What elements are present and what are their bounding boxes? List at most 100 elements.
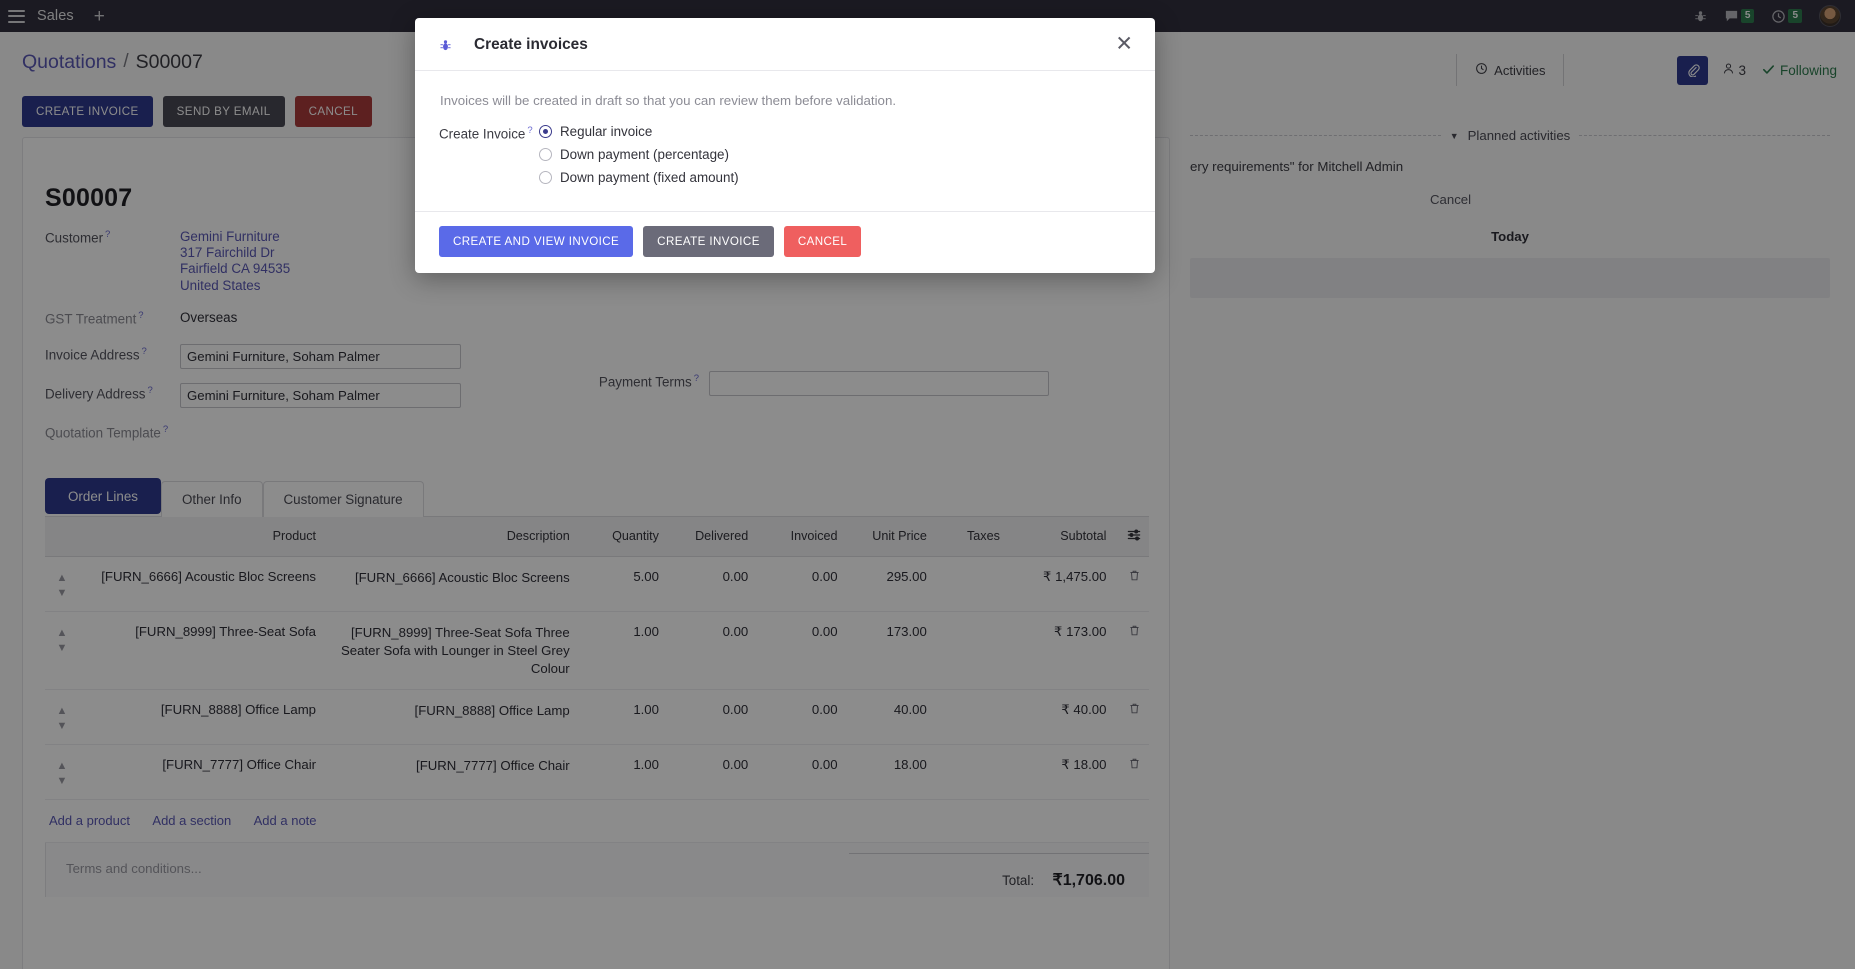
- create-invoice-button[interactable]: CREATE INVOICE: [22, 96, 153, 127]
- help-icon[interactable]: ?: [162, 423, 169, 435]
- delivery-address-input[interactable]: [180, 382, 461, 408]
- cell-unit-price[interactable]: 173.00: [845, 611, 935, 691]
- column-subtotal[interactable]: Subtotal: [1007, 516, 1115, 557]
- cell-description[interactable]: [FURN_7777] Office Chair: [324, 744, 578, 801]
- column-taxes[interactable]: Taxes: [934, 516, 1008, 557]
- cell-unit-price[interactable]: 40.00: [845, 689, 935, 746]
- cell-quantity[interactable]: 1.00: [577, 689, 667, 746]
- column-settings-icon[interactable]: [1114, 516, 1149, 557]
- table-row[interactable]: ▲ ▼ [FURN_6666] Acoustic Bloc Screens [FU…: [45, 556, 1149, 612]
- column-product[interactable]: Product: [75, 516, 325, 557]
- table-row[interactable]: ▲ ▼ [FURN_7777] Office Chair [FURN_7777] …: [45, 744, 1149, 801]
- row-delete-icon[interactable]: [1114, 744, 1149, 801]
- cell-unit-price[interactable]: 18.00: [845, 744, 935, 801]
- column-unit-price[interactable]: Unit Price: [845, 516, 935, 557]
- cell-product[interactable]: [FURN_8999] Three-Seat Sofa: [75, 611, 325, 691]
- radio-option-down-payment-percentage[interactable]: Down payment (percentage): [539, 147, 739, 162]
- user-avatar[interactable]: [1819, 5, 1841, 27]
- cell-quantity[interactable]: 5.00: [577, 556, 667, 612]
- tab-order-lines[interactable]: Order Lines: [45, 477, 161, 514]
- delivery-address-label: Delivery Address?: [45, 384, 153, 402]
- payment-terms-input[interactable]: [709, 371, 1049, 396]
- radio-option-down-payment-fixed[interactable]: Down payment (fixed amount): [539, 170, 739, 185]
- add-a-section-link[interactable]: Add a section: [152, 813, 232, 829]
- cell-taxes[interactable]: [934, 556, 1008, 612]
- activities-button[interactable]: Activities: [1456, 54, 1565, 86]
- radio-button[interactable]: [539, 148, 552, 161]
- send-by-email-button[interactable]: SEND BY EMAIL: [162, 96, 285, 127]
- cell-quantity[interactable]: 1.00: [577, 744, 667, 801]
- cell-taxes[interactable]: [934, 744, 1008, 801]
- breadcrumb-parent-link[interactable]: Quotations: [22, 50, 117, 73]
- app-name[interactable]: Sales: [37, 8, 74, 24]
- cell-quantity[interactable]: 1.00: [577, 611, 667, 691]
- column-invoiced[interactable]: Invoiced: [756, 516, 846, 557]
- cell-invoiced[interactable]: 0.00: [756, 556, 846, 612]
- customer-line[interactable]: 317 Fairchild Dr: [180, 245, 275, 261]
- cell-product[interactable]: [FURN_7777] Office Chair: [75, 744, 325, 801]
- row-drag-handle[interactable]: ▲ ▼: [45, 689, 76, 746]
- terms-and-conditions-input[interactable]: Terms and conditions...: [45, 843, 849, 898]
- cell-product[interactable]: [FURN_6666] Acoustic Bloc Screens: [75, 556, 325, 612]
- table-row[interactable]: ▲ ▼ [FURN_8999] Three-Seat Sofa [FURN_899…: [45, 611, 1149, 691]
- radio-button[interactable]: [539, 125, 552, 138]
- cell-delivered[interactable]: 0.00: [666, 689, 757, 746]
- paperclip-icon[interactable]: [1677, 55, 1709, 85]
- customer-line[interactable]: Fairfield CA 94535: [180, 261, 291, 277]
- row-delete-icon[interactable]: [1114, 556, 1149, 612]
- customer-line[interactable]: Gemini Furniture: [180, 229, 280, 244]
- cell-invoiced[interactable]: 0.00: [756, 689, 846, 746]
- cell-delivered[interactable]: 0.00: [666, 556, 757, 612]
- cell-product[interactable]: [FURN_8888] Office Lamp: [75, 689, 325, 746]
- following-button[interactable]: Following: [1762, 63, 1837, 78]
- help-icon[interactable]: ?: [105, 229, 111, 240]
- bug-icon[interactable]: [1694, 10, 1707, 23]
- cell-description[interactable]: [FURN_6666] Acoustic Bloc Screens: [324, 556, 578, 612]
- table-header-row: Product Description Quantity Delivered I…: [45, 516, 1149, 557]
- clock-icon[interactable]: 5: [1771, 8, 1802, 24]
- column-quantity[interactable]: Quantity: [577, 516, 667, 557]
- chevron-down-icon[interactable]: ▼: [1449, 130, 1459, 141]
- cell-description[interactable]: [FURN_8888] Office Lamp: [324, 689, 578, 746]
- create-invoice-button[interactable]: CREATE INVOICE: [643, 226, 774, 257]
- cancel-button[interactable]: CANCEL: [294, 96, 373, 127]
- close-icon[interactable]: ✕: [1109, 33, 1139, 56]
- customer-line[interactable]: United States: [180, 277, 261, 293]
- help-icon[interactable]: ?: [138, 309, 144, 321]
- help-icon[interactable]: ?: [527, 125, 533, 136]
- create-and-view-invoice-button[interactable]: CREATE AND VIEW INVOICE: [439, 226, 634, 257]
- cancel-button[interactable]: CANCEL: [783, 226, 862, 257]
- cell-invoiced[interactable]: 0.00: [756, 611, 846, 691]
- add-a-product-link[interactable]: Add a product: [49, 813, 130, 829]
- activity-cancel-link[interactable]: Cancel: [1430, 192, 1472, 207]
- row-drag-handle[interactable]: ▲ ▼: [45, 611, 76, 691]
- cell-delivered[interactable]: 0.00: [666, 744, 757, 801]
- row-delete-icon[interactable]: [1114, 611, 1149, 691]
- help-icon[interactable]: ?: [141, 345, 147, 357]
- new-record-button[interactable]: +: [93, 5, 105, 27]
- cell-taxes[interactable]: [934, 689, 1008, 746]
- bug-icon[interactable]: [439, 39, 452, 52]
- radio-option-regular-invoice[interactable]: Regular invoice: [539, 124, 739, 139]
- radio-button[interactable]: [539, 171, 552, 184]
- row-drag-handle[interactable]: ▲ ▼: [45, 744, 76, 801]
- column-delivered[interactable]: Delivered: [666, 516, 757, 557]
- cell-unit-price[interactable]: 295.00: [845, 556, 935, 612]
- cell-description[interactable]: [FURN_8999] Three-Seat Sofa Three Seater…: [324, 611, 578, 691]
- help-icon[interactable]: ?: [693, 373, 699, 384]
- followers-button[interactable]: 3: [1722, 62, 1746, 78]
- help-icon[interactable]: ?: [147, 384, 153, 396]
- cell-invoiced[interactable]: 0.00: [756, 744, 846, 801]
- cell-delivered[interactable]: 0.00: [666, 611, 757, 691]
- cell-taxes[interactable]: [934, 611, 1008, 691]
- tab-other-info[interactable]: Other Info: [160, 480, 263, 517]
- table-row[interactable]: ▲ ▼ [FURN_8888] Office Lamp [FURN_8888] O…: [45, 689, 1149, 746]
- messages-icon[interactable]: 5: [1724, 8, 1755, 24]
- invoice-address-input[interactable]: [180, 343, 461, 369]
- hamburger-menu-icon[interactable]: [8, 9, 25, 23]
- column-description[interactable]: Description: [324, 516, 578, 557]
- tab-customer-signature[interactable]: Customer Signature: [262, 480, 424, 517]
- add-a-note-link[interactable]: Add a note: [253, 813, 317, 829]
- row-delete-icon[interactable]: [1114, 689, 1149, 746]
- row-drag-handle[interactable]: ▲ ▼: [45, 556, 76, 612]
